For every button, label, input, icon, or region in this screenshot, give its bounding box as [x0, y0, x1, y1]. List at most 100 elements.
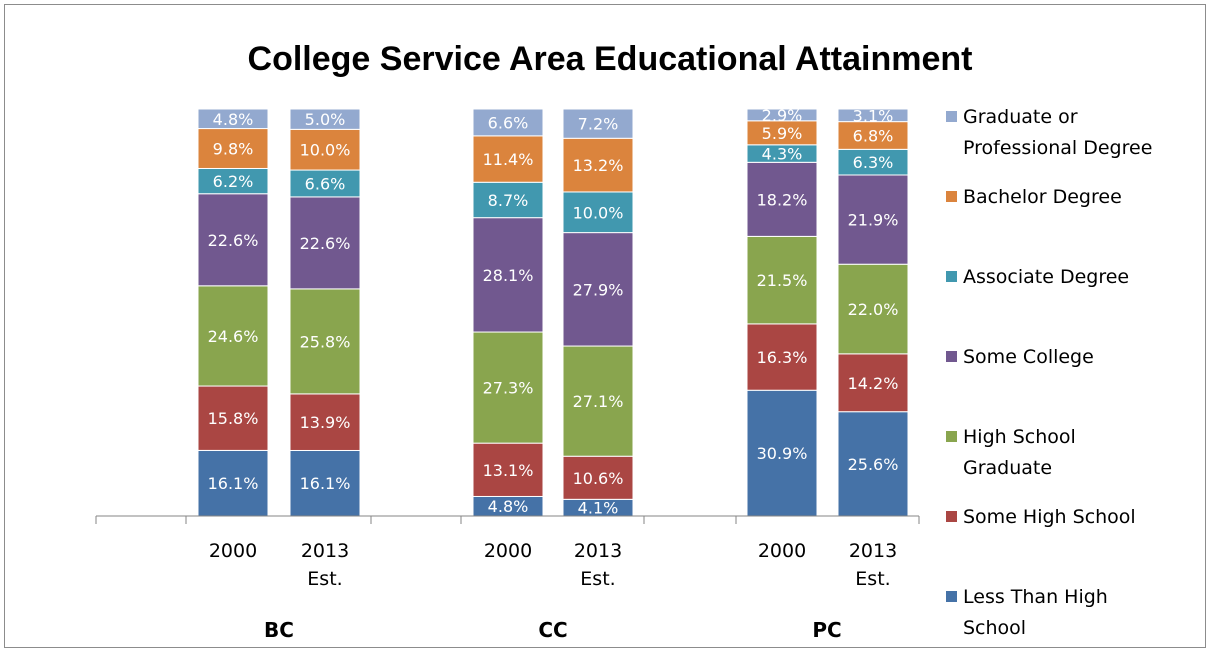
data-label: 8.7%: [488, 191, 529, 210]
bar-segment: [472, 217, 544, 333]
bars-layer: 16.1% 15.8% 24.6% 22.6% 6.2% 9.8% 4.8% 16.1% 13.…: [197, 106, 909, 518]
legend-label: Some College: [963, 346, 1094, 368]
x-tick-label: 2013: [849, 540, 897, 562]
data-label: 27.1%: [573, 392, 624, 411]
data-label: 3.1%: [853, 106, 894, 125]
data-label: 4.3%: [762, 145, 803, 164]
legend-swatch: [946, 191, 957, 202]
bar-segment: [746, 120, 818, 146]
data-label: 22.0%: [848, 300, 899, 319]
bar-segment: [837, 174, 909, 265]
legend-swatch: [946, 271, 957, 282]
bar-segment: [837, 121, 909, 150]
data-label: 22.6%: [300, 234, 351, 253]
bar-segment: [197, 449, 269, 517]
bar-segment: [197, 193, 269, 287]
legend-label: Associate Degree: [963, 266, 1129, 288]
data-label: 6.8%: [853, 126, 894, 145]
data-label: 6.6%: [488, 113, 529, 132]
bar-segment: [562, 191, 634, 234]
bar-segment: [472, 135, 544, 183]
x-axis: 2000 2013 Est. BC 2000 2013 Est. CC 2000 2013 Est.…: [95, 515, 920, 642]
data-label: 18.2%: [757, 190, 808, 209]
bar-segment: [837, 353, 909, 413]
bar-segment: [289, 196, 361, 290]
bar-segment: [289, 128, 361, 171]
bar-segment: [289, 449, 361, 517]
bar-segment: [472, 108, 544, 137]
bar-segment: [472, 442, 544, 497]
legend-swatch: [946, 431, 957, 442]
data-label: 5.9%: [762, 124, 803, 143]
data-label: 6.6%: [305, 174, 346, 193]
data-label: 9.8%: [213, 140, 254, 159]
data-label: 27.9%: [573, 280, 624, 299]
x-tick-label: 2000: [758, 540, 806, 562]
legend-swatch: [946, 111, 957, 122]
data-label: 2.9%: [762, 106, 803, 125]
bar-segment: [472, 331, 544, 444]
legend-swatch: [946, 351, 957, 362]
bar-segment: [197, 108, 269, 130]
chart-title: College Service Area Educational Attainm…: [248, 40, 973, 78]
legend-label: Graduate or: [963, 106, 1078, 128]
bar-segment: [197, 285, 269, 387]
data-label: 25.8%: [300, 332, 351, 351]
x-tick-label: 2013: [301, 540, 349, 562]
data-label: 22.6%: [208, 231, 259, 250]
bar-segment: [562, 108, 634, 139]
bar-segment: [837, 263, 909, 355]
bar-segment: [837, 411, 909, 517]
bar-segment: [562, 137, 634, 193]
x-tick-label: 2000: [484, 540, 532, 562]
x-tick-label: 2000: [209, 540, 257, 562]
data-label: 5.0%: [305, 110, 346, 129]
data-label: 6.2%: [213, 172, 254, 191]
data-label: 13.9%: [300, 413, 351, 432]
data-label: 10.6%: [573, 469, 624, 488]
data-label: 21.9%: [848, 211, 899, 230]
data-label: 6.3%: [853, 153, 894, 172]
data-label: 4.8%: [213, 110, 254, 129]
data-label: 16.3%: [757, 348, 808, 367]
legend: Graduate or Professional Degree Bachelor D…: [946, 106, 1152, 639]
data-label: 21.5%: [757, 271, 808, 290]
data-label: 16.1%: [208, 474, 259, 493]
data-label: 7.2%: [578, 115, 619, 134]
data-label: 4.8%: [488, 497, 529, 516]
data-label: 28.1%: [483, 266, 534, 285]
data-label: 27.3%: [483, 379, 534, 398]
legend-label: Less Than High: [963, 586, 1108, 608]
bar-segment: [746, 323, 818, 391]
data-label: 10.0%: [573, 203, 624, 222]
group-label: CC: [538, 618, 567, 642]
data-label: 4.1%: [578, 499, 619, 518]
legend-label: School: [963, 617, 1026, 639]
bar-segment: [746, 235, 818, 325]
group-label: PC: [812, 618, 841, 642]
data-label: 11.4%: [483, 150, 534, 169]
data-label: 13.2%: [573, 156, 624, 175]
data-label: 14.2%: [848, 374, 899, 393]
legend-label: Professional Degree: [963, 137, 1152, 159]
legend-swatch: [946, 511, 957, 522]
x-tick-label: Est.: [855, 568, 890, 590]
group-label: BC: [264, 618, 294, 642]
legend-label: Graduate: [963, 457, 1052, 479]
bar-segment: [289, 108, 361, 130]
data-label: 10.0%: [300, 141, 351, 160]
bar-segment: [472, 181, 544, 219]
data-label: 24.6%: [208, 327, 259, 346]
x-tick-label: Est.: [580, 568, 615, 590]
bar-segment: [837, 148, 909, 176]
bar-segment: [746, 389, 818, 517]
bar-segment: [197, 167, 269, 195]
bar-segment: [837, 108, 909, 123]
bar-segment: [746, 161, 818, 237]
data-label: 30.9%: [757, 444, 808, 463]
bar-segment: [197, 128, 269, 169]
bar-segment: [746, 108, 818, 122]
bar-segment: [289, 169, 361, 198]
legend-label: Bachelor Degree: [963, 186, 1122, 208]
